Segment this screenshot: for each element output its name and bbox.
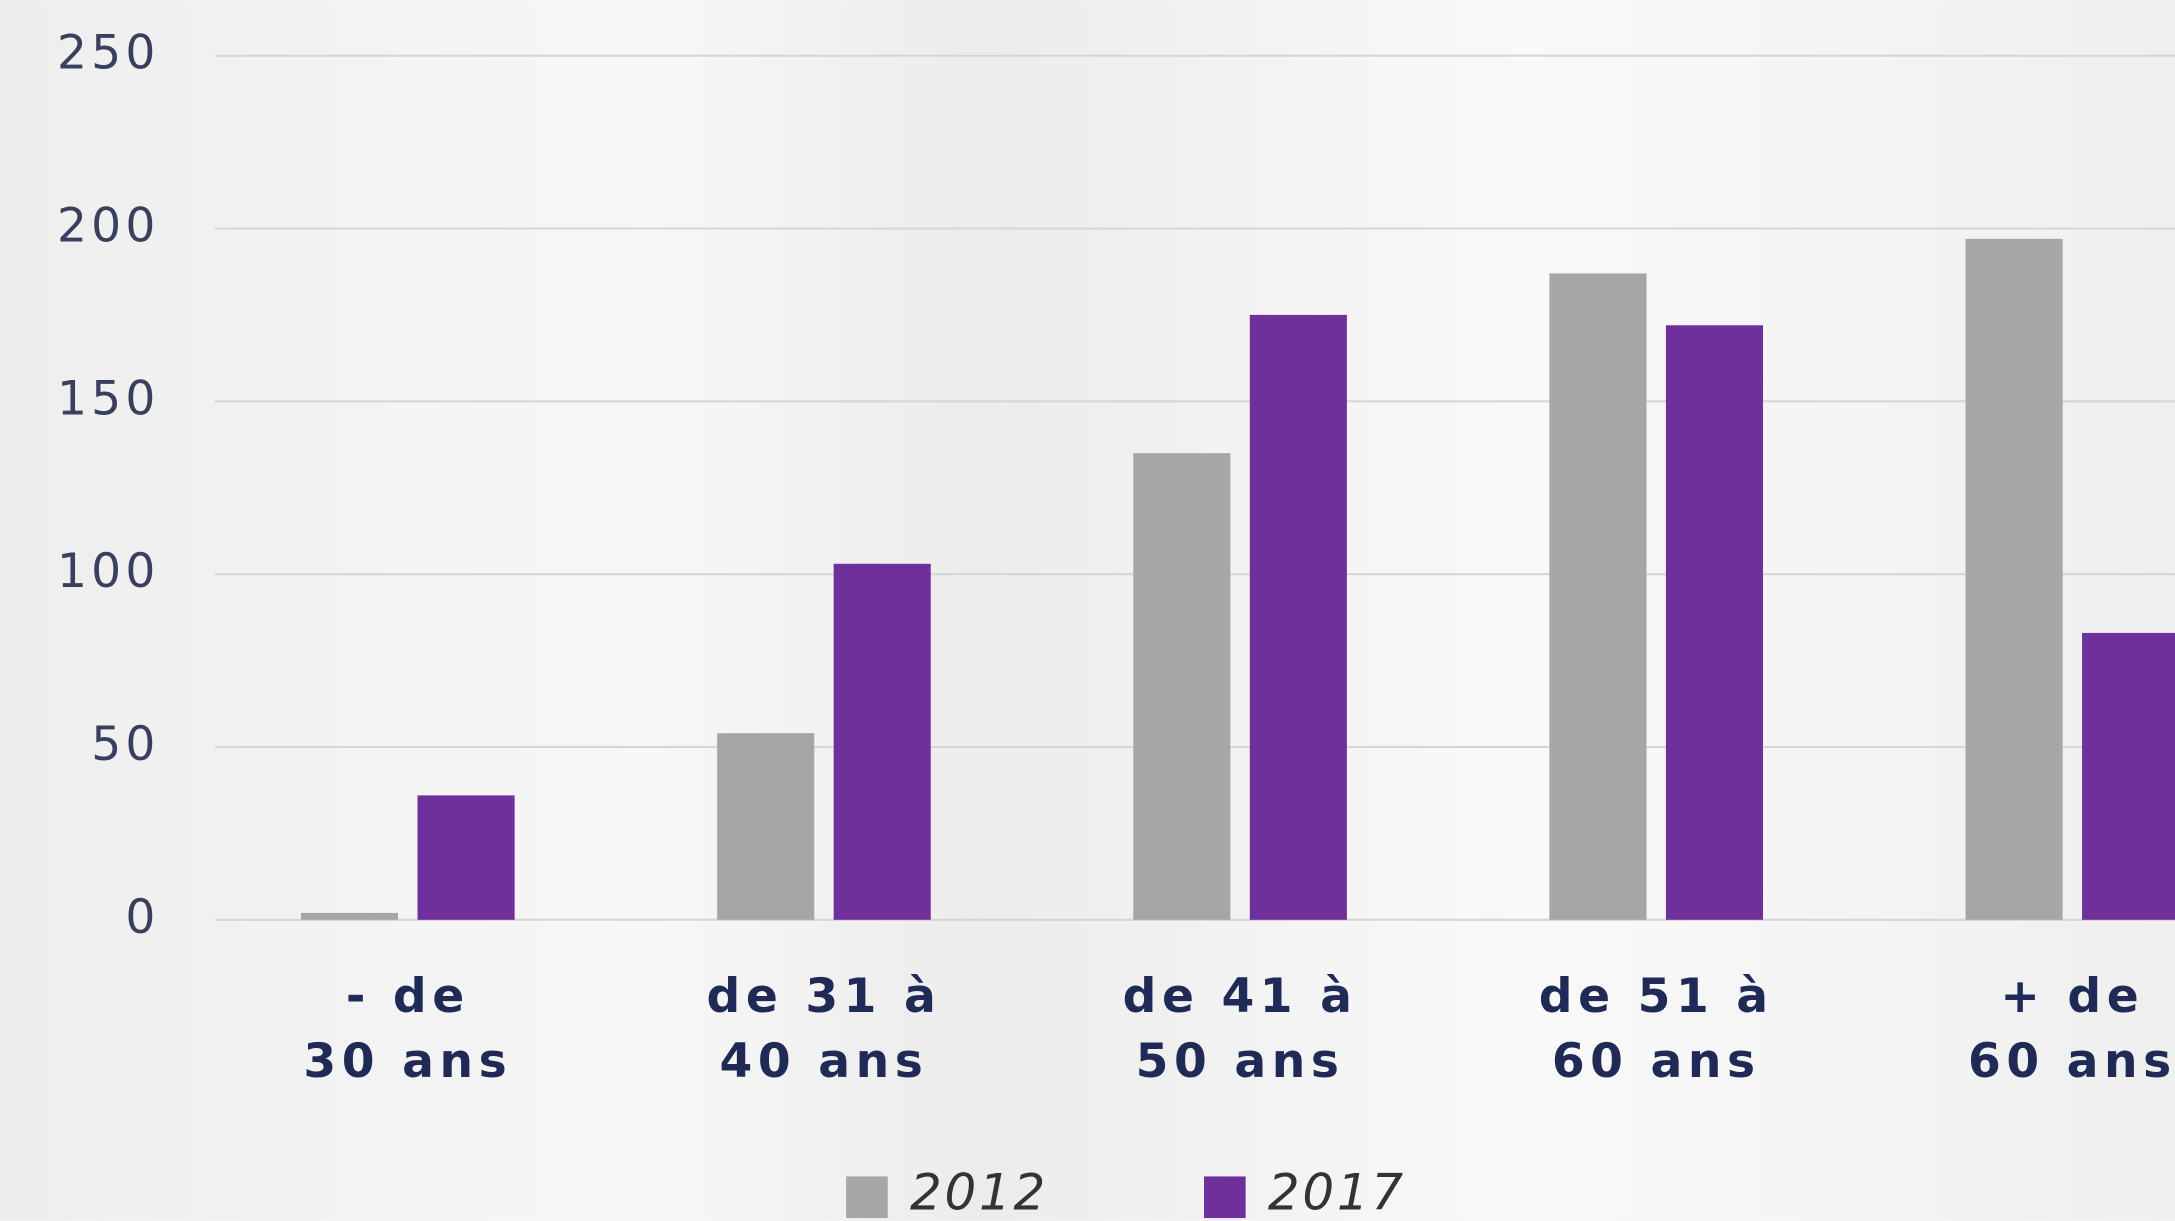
bar [1133, 453, 1231, 920]
x-tick-label: de 51 à [1539, 969, 1774, 1024]
y-tick-label: 0 [125, 890, 159, 945]
y-tick-label: 50 [91, 717, 159, 772]
x-tick-label: de 31 à [707, 969, 942, 1024]
bar [1549, 273, 1647, 920]
y-tick-label: 100 [57, 544, 160, 599]
x-tick-label: - de [346, 969, 470, 1024]
legend-label: 2017 [1268, 1163, 1406, 1221]
legend-swatch [1204, 1176, 1246, 1219]
bar [1965, 238, 2063, 920]
legend-label: 2012 [910, 1163, 1048, 1221]
x-tick-label: de 41 à [1123, 969, 1358, 1024]
bar [417, 795, 515, 920]
bar [1249, 314, 1347, 920]
y-tick-label: 150 [57, 371, 160, 426]
bar [717, 733, 815, 920]
x-tick-label: + de [2000, 969, 2144, 1024]
x-tick-label: 30 ans [303, 1034, 512, 1089]
x-tick-label: 40 ans [720, 1034, 929, 1089]
bar [833, 563, 931, 920]
y-tick-label: 250 [57, 26, 160, 81]
x-tick-label: 50 ans [1136, 1034, 1345, 1089]
bar [1665, 325, 1764, 920]
x-tick-label: 60 ans [1552, 1034, 1761, 1089]
bar [2082, 632, 2175, 920]
y-tick-label: 200 [57, 198, 160, 253]
plot: 0 50 100 150 200 250 - de 30 ans de 31 à 40 ans de… [57, 26, 2175, 1221]
x-tick-label: 60 ans [1968, 1034, 2175, 1089]
legend-swatch [846, 1176, 888, 1219]
bar [301, 912, 399, 920]
